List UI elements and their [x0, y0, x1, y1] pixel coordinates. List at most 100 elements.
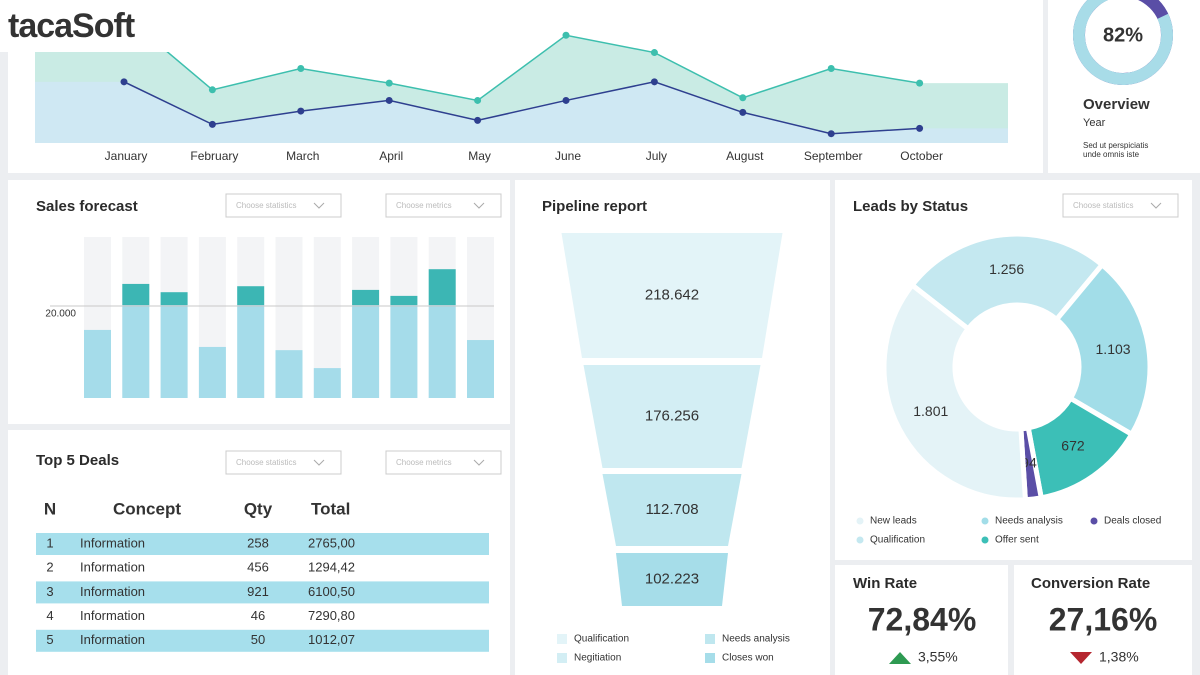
bar	[237, 286, 265, 306]
legend-swatch	[557, 634, 567, 644]
gauge-label: 82%	[1103, 24, 1143, 46]
cell: 50	[251, 632, 265, 647]
legend-swatch	[705, 634, 715, 644]
donut-segment	[908, 231, 1106, 333]
dropdown[interactable]	[225, 193, 342, 218]
point	[297, 65, 305, 73]
dropdown[interactable]	[1062, 193, 1179, 218]
kpi-change: 3,55%	[918, 649, 958, 665]
kpi-value: 72,84%	[868, 601, 977, 637]
column-header: Total	[311, 499, 350, 518]
cell: Information	[80, 632, 145, 647]
legend-label: New leads	[870, 516, 917, 527]
line	[123, 81, 920, 135]
trend-arrow	[1070, 652, 1092, 664]
funnel-stage	[616, 553, 728, 606]
cell: 3	[46, 584, 53, 599]
chevron	[1150, 202, 1162, 209]
point	[739, 94, 747, 102]
legend-swatch	[705, 653, 715, 663]
row-band	[36, 533, 489, 555]
value-label: 176.256	[645, 407, 699, 424]
panel-title: Leads by Status	[853, 198, 968, 215]
point	[827, 65, 835, 73]
legend-swatch	[856, 536, 864, 544]
cell: Information	[80, 560, 145, 575]
cell: 1	[46, 535, 53, 550]
x-tick-label: June	[555, 149, 581, 163]
y-tick-label: 20.000	[45, 309, 76, 320]
x-tick-label: February	[190, 149, 238, 163]
dropdown[interactable]	[225, 450, 342, 475]
bar	[122, 305, 150, 398]
cell: Information	[80, 535, 145, 550]
legend-label: Negitiation	[574, 653, 621, 664]
point	[385, 79, 393, 87]
cell: 921	[247, 584, 269, 599]
value-label: 1.801	[913, 403, 948, 419]
point	[650, 49, 658, 57]
column-header: Concept	[113, 499, 181, 518]
bar	[275, 350, 303, 398]
cell: 6100,50	[308, 584, 355, 599]
panel-title: Pipeline report	[542, 198, 647, 215]
kpi-title: Conversion Rate	[1031, 575, 1150, 592]
bar	[428, 269, 456, 306]
x-tick-label: May	[468, 149, 491, 163]
x-tick-label: September	[804, 149, 863, 163]
point	[385, 96, 393, 104]
kpi-value: 27,16%	[1049, 601, 1158, 637]
cell: 2	[46, 560, 53, 575]
overview-note: unde omnis iste	[1083, 150, 1140, 159]
point	[916, 79, 924, 87]
legend-swatch	[981, 536, 989, 544]
logo-backdrop	[0, 0, 178, 52]
dropdown-label: Choose statistics	[236, 458, 296, 467]
bar	[352, 305, 380, 398]
bar	[390, 295, 418, 306]
cell: 258	[247, 535, 269, 550]
point	[474, 116, 482, 124]
dropdown[interactable]	[385, 193, 502, 218]
x-tick-label: October	[900, 149, 943, 163]
dropdown[interactable]	[385, 450, 502, 475]
panel	[835, 565, 1008, 675]
point	[208, 86, 216, 94]
dropdown-label: Choose metrics	[396, 458, 452, 467]
value-label: 112.708	[645, 501, 698, 518]
trend-arrow	[889, 652, 911, 664]
point	[474, 96, 482, 104]
area	[35, 81, 1008, 143]
bar	[390, 305, 418, 398]
bar	[160, 292, 188, 306]
bar	[160, 305, 188, 398]
row-band	[36, 581, 489, 604]
legend-swatch	[981, 517, 989, 525]
x-tick-label: January	[105, 149, 148, 163]
funnel-stage	[602, 474, 742, 546]
point	[739, 108, 747, 116]
logo: tacaSoft	[8, 7, 135, 45]
x-tick-label: March	[286, 149, 319, 163]
bar	[313, 368, 341, 398]
cell: 4	[46, 608, 53, 623]
legend-swatch	[557, 653, 567, 663]
legend-label: Deals closed	[1104, 516, 1161, 527]
chevron	[473, 459, 485, 466]
line	[123, 14, 920, 102]
chevron	[473, 202, 485, 209]
kpi-title: Win Rate	[853, 575, 917, 592]
point	[650, 78, 658, 86]
bar	[122, 283, 150, 306]
bar	[237, 305, 265, 398]
cell: 1294,42	[308, 560, 355, 575]
bar	[198, 346, 226, 398]
value-label: 218.642	[645, 286, 699, 303]
value-label: 1.103	[1096, 341, 1131, 357]
point	[120, 78, 128, 86]
legend-label: Qualification	[870, 535, 925, 546]
legend-label: Qualification	[574, 634, 629, 645]
overview-title: Overview	[1083, 96, 1150, 113]
cell: 7290,80	[308, 608, 355, 623]
